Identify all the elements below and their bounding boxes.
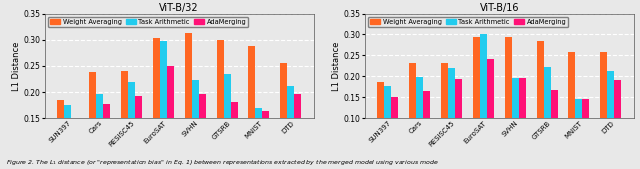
Bar	[384, 86, 391, 160]
Bar	[153, 38, 160, 169]
Bar	[135, 96, 142, 169]
Bar	[216, 40, 223, 169]
Bar	[409, 63, 416, 160]
Bar	[280, 63, 287, 169]
Bar	[57, 101, 64, 169]
Bar	[568, 53, 575, 160]
Legend: Weight Averaging, Task Arithmetic, AdaMerging: Weight Averaging, Task Arithmetic, AdaMe…	[48, 17, 248, 27]
Text: Figure 2. The $L_1$ distance (or "representation bias" in Eq. 1) between represe: Figure 2. The $L_1$ distance (or "repres…	[6, 158, 439, 167]
Bar	[223, 74, 230, 169]
Bar	[248, 46, 255, 169]
Bar	[582, 99, 589, 160]
Bar	[600, 52, 607, 160]
Bar	[191, 80, 198, 169]
Bar	[89, 72, 96, 169]
Bar	[64, 105, 71, 169]
Bar	[473, 37, 480, 160]
Bar	[230, 102, 237, 169]
Bar	[377, 82, 384, 160]
Bar	[511, 78, 518, 160]
Legend: Weight Averaging, Task Arithmetic, AdaMerging: Weight Averaging, Task Arithmetic, AdaMe…	[368, 17, 568, 27]
Bar	[575, 99, 582, 160]
Bar	[518, 78, 525, 160]
Bar	[448, 68, 455, 160]
Bar	[607, 71, 614, 160]
Bar	[103, 104, 110, 169]
Bar	[96, 94, 103, 169]
Title: ViT-B/16: ViT-B/16	[479, 3, 519, 13]
Bar	[128, 82, 135, 169]
Bar	[121, 71, 128, 169]
Bar	[480, 34, 487, 160]
Title: ViT-B/32: ViT-B/32	[159, 3, 199, 13]
Bar	[543, 67, 550, 160]
Bar	[423, 91, 430, 160]
Bar	[487, 59, 494, 160]
Bar	[550, 90, 557, 160]
Bar	[536, 41, 543, 160]
Bar	[391, 97, 398, 160]
Bar	[184, 33, 191, 169]
Bar	[198, 94, 205, 169]
Y-axis label: L1 Distance: L1 Distance	[332, 41, 341, 91]
Y-axis label: L1 Distance: L1 Distance	[12, 41, 21, 91]
Bar	[262, 112, 269, 169]
Bar	[504, 37, 511, 160]
Bar	[160, 41, 167, 169]
Bar	[416, 77, 423, 160]
Bar	[255, 108, 262, 169]
Bar	[455, 79, 462, 160]
Bar	[441, 63, 448, 160]
Bar	[294, 94, 301, 169]
Bar	[167, 66, 174, 169]
Bar	[614, 80, 621, 160]
Bar	[287, 86, 294, 169]
